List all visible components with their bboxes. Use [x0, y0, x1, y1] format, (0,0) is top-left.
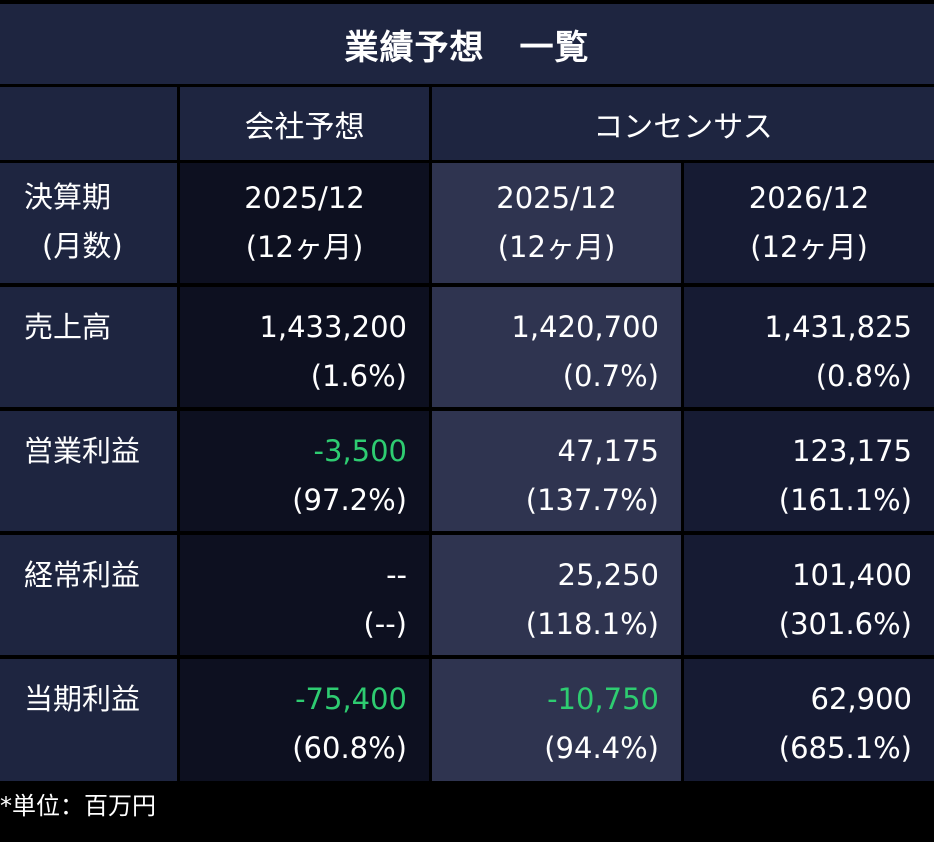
operating-profit-company-cell: -3,500 (97.2%)	[180, 411, 429, 531]
cell-value: --	[386, 558, 407, 592]
ordinary-profit-company-cell: -- (--)	[180, 535, 429, 655]
sales-consensus-2026-cell: 1,431,825 (0.8%)	[684, 287, 934, 407]
cell-value: -75,400	[295, 682, 407, 716]
net-profit-company-cell: -75,400 (60.8%)	[180, 659, 429, 781]
row-label-ordinary-profit: 経常利益	[0, 535, 177, 655]
cell-value: 62,900	[810, 682, 912, 716]
period-row-label: 決算期 (月数)	[0, 163, 177, 283]
period-months: (12ヶ月)	[497, 230, 616, 264]
period-date: 2025/12	[496, 181, 617, 215]
period-cell-consensus-2025: 2025/12 (12ヶ月)	[432, 163, 681, 283]
cell-change: (161.1%)	[778, 483, 912, 517]
cell-change: (0.7%)	[562, 359, 659, 393]
period-cell-consensus-2026: 2026/12 (12ヶ月)	[684, 163, 934, 283]
operating-profit-consensus-2026-cell: 123,175 (161.1%)	[684, 411, 934, 531]
operating-profit-consensus-2025-cell: 47,175 (137.7%)	[432, 411, 681, 531]
row-label-net-profit: 当期利益	[0, 659, 177, 781]
period-label-line2: (月数)	[42, 229, 123, 263]
row-label-operating-profit: 営業利益	[0, 411, 177, 531]
net-profit-consensus-2025-cell: -10,750 (94.4%)	[432, 659, 681, 781]
cell-value: 123,175	[792, 434, 912, 468]
row-label-sales: 売上高	[0, 287, 177, 407]
cell-change: (118.1%)	[525, 607, 659, 641]
net-profit-consensus-2026-cell: 62,900 (685.1%)	[684, 659, 934, 781]
cell-change: (0.8%)	[815, 359, 912, 393]
cell-change: (--)	[363, 607, 407, 641]
header-company-forecast: 会社予想	[180, 87, 429, 160]
cell-change: (1.6%)	[310, 359, 407, 393]
cell-value: -10,750	[547, 682, 659, 716]
header-blank-cell	[0, 87, 177, 160]
period-months: (12ヶ月)	[750, 230, 868, 264]
period-label-line1: 決算期	[24, 180, 112, 214]
cell-value: 25,250	[557, 558, 659, 592]
cell-value: 1,420,700	[511, 310, 659, 344]
header-consensus: コンセンサス	[432, 87, 934, 160]
period-cell-company: 2025/12 (12ヶ月)	[180, 163, 429, 283]
unit-footnote: *単位：百万円	[0, 792, 156, 820]
cell-change: (97.2%)	[292, 483, 407, 517]
ordinary-profit-consensus-2025-cell: 25,250 (118.1%)	[432, 535, 681, 655]
period-date: 2025/12	[244, 181, 365, 215]
cell-change: (137.7%)	[525, 483, 659, 517]
cell-change: (685.1%)	[778, 731, 912, 765]
cell-change: (94.4%)	[544, 731, 659, 765]
cell-value: -3,500	[313, 434, 408, 468]
cell-value: 1,431,825	[764, 310, 912, 344]
sales-company-cell: 1,433,200 (1.6%)	[180, 287, 429, 407]
cell-value: 47,175	[557, 434, 659, 468]
period-date: 2026/12	[748, 181, 870, 215]
cell-value: 101,400	[792, 558, 912, 592]
cell-value: 1,433,200	[259, 310, 407, 344]
cell-change: (60.8%)	[292, 731, 407, 765]
table-title: 業績予想 一覧	[0, 4, 934, 84]
cell-change: (301.6%)	[778, 607, 912, 641]
ordinary-profit-consensus-2026-cell: 101,400 (301.6%)	[684, 535, 934, 655]
period-months: (12ヶ月)	[245, 230, 364, 264]
sales-consensus-2025-cell: 1,420,700 (0.7%)	[432, 287, 681, 407]
